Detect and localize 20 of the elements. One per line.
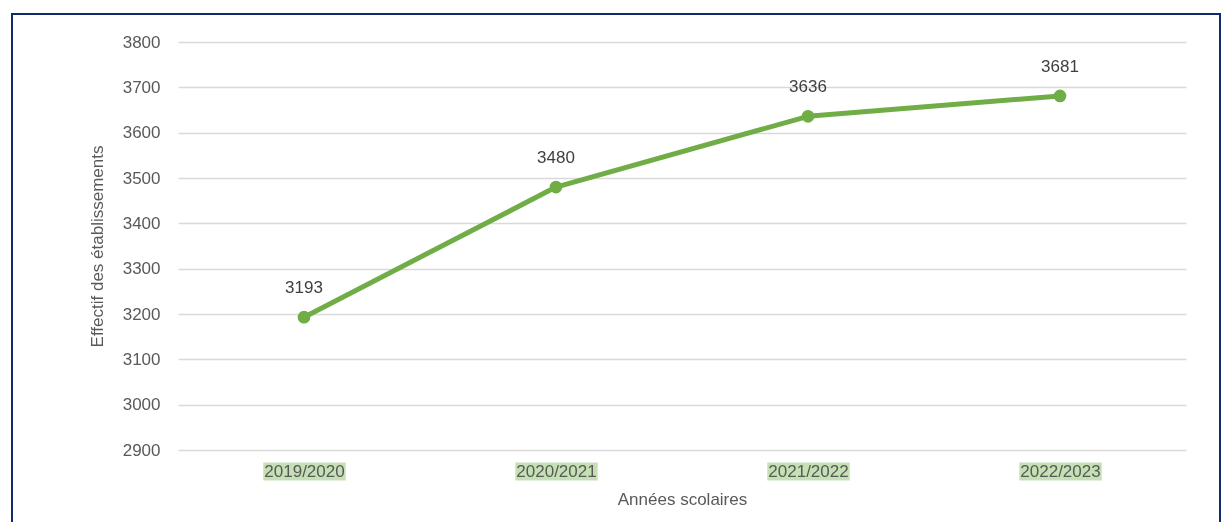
data-label: 3681 (1041, 56, 1079, 76)
data-label: 3480 (537, 148, 575, 168)
y-tick-label: 3600 (122, 123, 161, 143)
y-tick-label: 3100 (122, 349, 161, 369)
data-label: 3636 (789, 77, 827, 97)
point (297, 310, 311, 324)
y-axis-title: Effectif des établissements (87, 145, 107, 348)
y-tick-label: 3300 (122, 259, 161, 279)
y-tick-label: 3700 (122, 77, 161, 97)
x-axis-title: Années scolaires (617, 489, 748, 509)
y-tick-label: 2900 (122, 440, 161, 460)
point (801, 110, 815, 123)
y-tick-label: 3500 (122, 168, 161, 188)
y-tick-label: 3200 (122, 304, 161, 324)
data-label: 3193 (285, 278, 323, 298)
y-tick-label: 3800 (122, 32, 161, 52)
y-tick-label: 3000 (122, 395, 161, 415)
point (549, 180, 563, 194)
y-tick-label: 3400 (122, 213, 161, 233)
point (1053, 89, 1067, 103)
